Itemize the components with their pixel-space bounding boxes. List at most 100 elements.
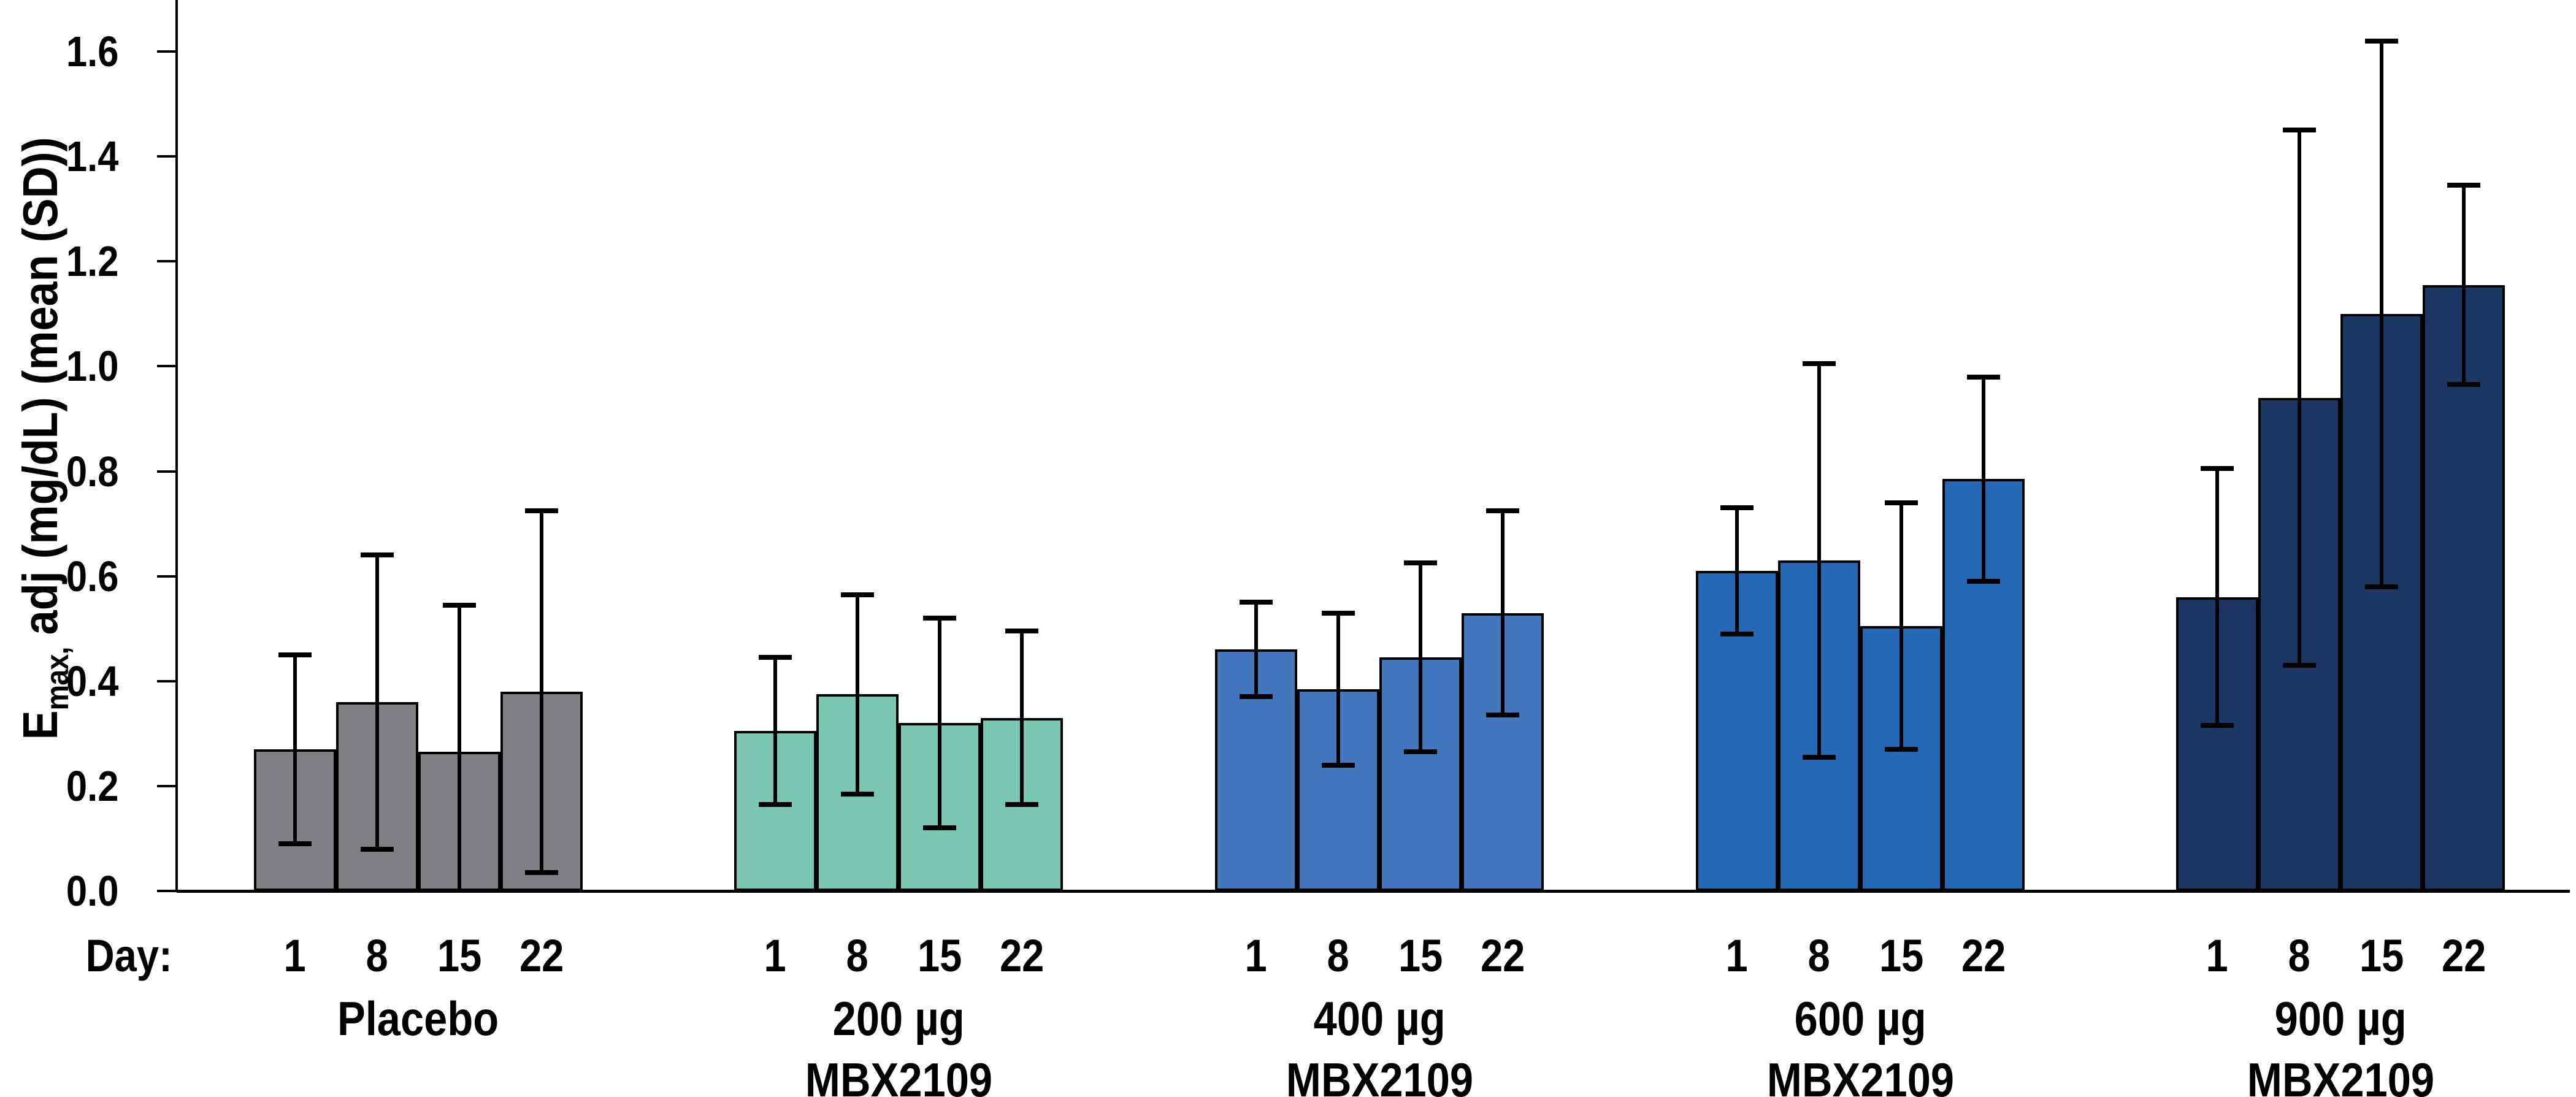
- error-bar-600-g-day-15: [1899, 502, 1903, 749]
- day-label-text: 8: [366, 930, 389, 981]
- error-bar-900-g-day-1: [2215, 468, 2219, 726]
- y-tick-label-0.4: 0.4: [25, 660, 160, 703]
- day-label-text: 15: [1879, 930, 1924, 981]
- group-sublabel-600-g: MBX2109: [1646, 1053, 2075, 1097]
- group-label-600-g: 600 µg: [1646, 992, 2075, 1045]
- day-label-200-g-22: 22: [899, 933, 1144, 979]
- group-sublabel-200-g: MBX2109: [684, 1053, 1113, 1097]
- error-bar-cap-lower-900-g-day-22: [2447, 382, 2480, 388]
- day-label-400-g-22: 22: [1380, 933, 1625, 979]
- day-label-placebo-15: 15: [337, 933, 582, 979]
- y-tick-label-text: 1.6: [66, 28, 119, 76]
- error-bar-cap-lower-400-g-day-22: [1486, 713, 1519, 718]
- error-bar-cap-lower-600-g-day-1: [1720, 631, 1754, 636]
- error-bar-cap-upper-placebo-day-15: [443, 602, 476, 608]
- group-label-900-g: 900 µg: [2126, 992, 2555, 1045]
- y-tick-0.8: [157, 470, 177, 473]
- error-bar-cap-upper-900-g-day-1: [2201, 466, 2234, 472]
- error-bar-cap-upper-placebo-day-8: [361, 552, 394, 558]
- group-label-text: 600 µg: [1794, 992, 1926, 1045]
- day-label-text: 22: [2441, 930, 2486, 981]
- day-label-text: 8: [1807, 930, 1831, 981]
- day-label-600-g-22: 22: [1861, 933, 2106, 979]
- error-bar-placebo-day-22: [540, 510, 543, 873]
- group-sublabel-text: MBX2109: [2247, 1053, 2434, 1097]
- error-bar-cap-upper-900-g-day-8: [2283, 128, 2316, 133]
- error-bar-200-g-day-22: [1020, 631, 1024, 805]
- y-tick-label-0.0: 0.0: [25, 870, 160, 912]
- error-bar-cap-lower-600-g-day-15: [1885, 746, 1918, 752]
- error-bar-cap-lower-900-g-day-1: [2201, 723, 2234, 728]
- error-bar-cap-lower-400-g-day-8: [1322, 762, 1355, 768]
- error-bar-200-g-day-1: [773, 657, 777, 805]
- y-axis-line: [175, 0, 178, 892]
- error-bar-cap-lower-200-g-day-15: [923, 825, 956, 831]
- error-bar-400-g-day-15: [1419, 563, 1422, 752]
- day-label-text: 15: [2359, 930, 2404, 981]
- error-bar-600-g-day-22: [1982, 376, 1985, 582]
- y-tick-0.0: [157, 890, 177, 892]
- plot-area: [254, 38, 2505, 891]
- error-bar-cap-upper-900-g-day-15: [2365, 38, 2398, 44]
- error-bar-200-g-day-15: [938, 618, 941, 828]
- error-bar-cap-upper-400-g-day-8: [1322, 610, 1355, 616]
- error-bar-600-g-day-8: [1817, 364, 1821, 757]
- y-tick-0.6: [157, 575, 177, 578]
- group-label-text: Placebo: [337, 992, 499, 1045]
- group-label-text: 200 µg: [832, 992, 965, 1045]
- y-tick-label-0.8: 0.8: [25, 450, 160, 493]
- group-label-placebo: Placebo: [204, 992, 633, 1045]
- day-axis-prefix-text: Day:: [85, 930, 172, 981]
- error-bar-cap-upper-200-g-day-22: [1005, 629, 1038, 634]
- error-bar-cap-upper-400-g-day-22: [1486, 508, 1519, 513]
- error-bar-cap-upper-400-g-day-15: [1404, 560, 1437, 566]
- error-bar-cap-upper-placebo-day-1: [278, 652, 312, 657]
- day-label-text: 1: [283, 930, 307, 981]
- day-label-text: 1: [1244, 930, 1268, 981]
- day-label-600-g-8: 8: [1696, 933, 1942, 979]
- error-bar-cap-lower-placebo-day-8: [361, 846, 394, 852]
- error-bar-cap-lower-600-g-day-8: [1803, 754, 1836, 760]
- y-tick-1.4: [157, 155, 177, 158]
- day-label-text: 8: [2288, 930, 2311, 981]
- group-sublabel-text: MBX2109: [805, 1053, 992, 1097]
- error-bar-cap-lower-900-g-day-8: [2283, 663, 2316, 668]
- day-label-text: 15: [1398, 930, 1443, 981]
- y-tick-label-text: 0.6: [66, 552, 119, 600]
- bar-200-g-day-1: [734, 731, 816, 891]
- y-tick-label-1.0: 1.0: [25, 345, 160, 388]
- day-label-text: 1: [764, 930, 787, 981]
- day-label-200-g-8: 8: [735, 933, 980, 979]
- y-tick-label-0.6: 0.6: [25, 555, 160, 598]
- y-tick-label-text: 0.8: [66, 447, 119, 495]
- day-label-900-g-15: 15: [2259, 933, 2504, 979]
- error-bar-cap-upper-200-g-day-8: [841, 592, 874, 597]
- day-label-text: 1: [1725, 930, 1749, 981]
- day-label-text: 22: [1961, 930, 2006, 981]
- error-bar-900-g-day-8: [2298, 130, 2301, 666]
- day-label-200-g-1: 1: [653, 933, 898, 979]
- day-label-text: 1: [2206, 930, 2229, 981]
- day-label-text: 15: [917, 930, 962, 981]
- x-axis-line: [177, 890, 2570, 893]
- y-tick-label-text: 1.2: [66, 237, 119, 286]
- day-label-900-g-22: 22: [2341, 933, 2576, 979]
- error-bar-cap-upper-200-g-day-15: [923, 616, 956, 621]
- day-label-placebo-8: 8: [255, 933, 500, 979]
- day-label-text: 22: [1480, 930, 1525, 981]
- error-bar-placebo-day-8: [375, 555, 379, 849]
- day-label-text: 8: [846, 930, 869, 981]
- group-label-text: 400 µg: [1313, 992, 1446, 1045]
- error-bar-600-g-day-1: [1735, 508, 1739, 634]
- bar-600-g-day-1: [1696, 571, 1778, 891]
- bar-400-g-day-22: [1462, 613, 1544, 891]
- day-label-600-g-1: 1: [1614, 933, 1860, 979]
- y-tick-label-1.4: 1.4: [25, 135, 160, 178]
- error-bar-400-g-day-8: [1336, 613, 1340, 765]
- day-label-text: 22: [519, 930, 564, 981]
- day-label-text: 22: [999, 930, 1045, 981]
- day-label-400-g-8: 8: [1216, 933, 1461, 979]
- error-bar-cap-lower-200-g-day-8: [841, 791, 874, 797]
- y-tick-1.6: [157, 50, 177, 53]
- y-tick-1.2: [157, 260, 177, 263]
